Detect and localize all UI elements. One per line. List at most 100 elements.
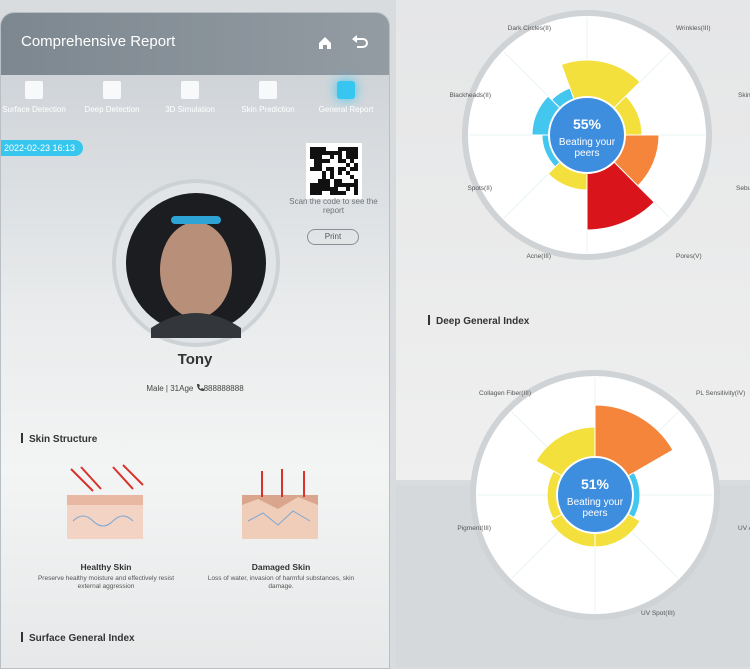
qr-cell [346,183,350,187]
user-name: Tony [177,351,213,368]
tab-label: Deep Detection [84,105,140,114]
qr-cell [310,191,314,195]
qr-cell [338,191,342,195]
timestamp: 2022-02-23 16:13 [1,140,84,156]
qr-cell [334,151,338,155]
tab[interactable]: Skin Prediction [229,81,307,114]
title: Comprehensive Report [21,33,176,50]
user-info: Male | 31Age [146,384,194,393]
item-title: Healthy Skin [80,562,132,572]
qr-cell [322,151,326,155]
qr-cell [354,167,358,171]
qr-cell [338,183,342,187]
home-button[interactable] [317,35,333,51]
qr-cell [322,159,326,163]
qr-cell [330,191,334,195]
qr-cell [334,187,338,191]
qr-cell [318,167,322,171]
qr-cell [334,183,338,187]
tab[interactable]: General Report [307,81,385,114]
qr-cell [334,179,338,183]
segment-label: Blackheads(II) [449,92,491,99]
score: 51% [581,476,610,492]
qr-cell [342,191,346,195]
segment-label: Wrinkles(III) [676,25,711,32]
qr-cell [326,183,330,187]
qr-cell [318,151,322,155]
qr-cell [354,147,358,151]
back-button[interactable] [351,35,369,51]
qr-cell [310,183,314,187]
qr-cell [338,179,342,183]
print-button[interactable]: Print [307,229,359,245]
tab[interactable]: 3D Simulation [151,81,229,114]
qr-cell [342,183,346,187]
segment-label: PL Sensitivity(IV) [696,390,745,397]
item-title: Damaged Skin [251,562,311,572]
qr-cell [310,151,314,155]
qr-cell [314,155,318,159]
qr-cell [318,155,322,159]
qr-cell [310,147,314,151]
qr-cell [338,155,342,159]
item-description: Preserve healthy moisture and effectivel… [37,575,175,590]
qr-cell [314,163,318,167]
qr-cell [314,147,318,151]
qr-cell [330,155,334,159]
segment-label: Dark Circles(II) [508,25,551,32]
qr-cell [310,187,314,191]
qr-cell [322,175,326,179]
segment-label: Collagen Fiber(III) [479,390,531,397]
score-disc [556,456,634,534]
qr-cell [330,175,334,179]
qr-cell [350,175,354,179]
qr-cell [354,163,358,167]
tab[interactable]: Surface Detection [1,81,73,114]
score-disc [548,96,626,174]
qr-cell [322,171,326,175]
qr-cell [350,147,354,151]
phone-icon [196,384,204,391]
qr-cell [330,171,334,175]
qr-cell [346,147,350,151]
score-caption: Beating your peers [567,497,624,519]
qr-cell [310,167,314,171]
segment-label: Skin [738,92,750,99]
qr-cell [326,167,330,171]
qr-cell [318,187,322,191]
qr-cell [354,187,358,191]
qr-cell [354,151,358,155]
tab[interactable]: Deep Detection [73,81,151,114]
qr-cell [346,163,350,167]
qr-cell [314,191,318,195]
report-panel: Comprehensive Report 2022-02-23 16:13 Sc… [0,12,390,669]
header: Comprehensive Report [1,13,389,75]
qr-cell [330,187,334,191]
qr-cell [350,151,354,155]
qr-cell [354,155,358,159]
qr-cell [314,159,318,163]
qr-cell [346,151,350,155]
qr-cell [318,163,322,167]
segment-label: Pigment(III) [457,525,491,532]
qr-cell [338,151,342,155]
qr-cell [342,167,346,171]
section-heading: Surface General Index [21,632,135,644]
qr-cell [330,167,334,171]
score: 55% [573,116,602,132]
qr-cell [314,151,318,155]
qr-cell [338,171,342,175]
qr-cell [318,191,322,195]
tab-label: 3D Simulation [165,105,215,114]
section-heading: Deep General Index [428,315,529,327]
damaged-skin-image [242,469,318,539]
segment-label: UV A [738,525,750,532]
qr-cell [338,167,342,171]
qr-cell [346,171,350,175]
qr-cell [322,147,326,151]
tab-icon [259,81,277,99]
healthy-skin-image [67,464,144,539]
qr-cell [322,183,326,187]
surface-radial-chart: 55% Beating your peers Dark Circles(II) Wrin… [449,10,750,260]
qr-cell [354,183,358,187]
